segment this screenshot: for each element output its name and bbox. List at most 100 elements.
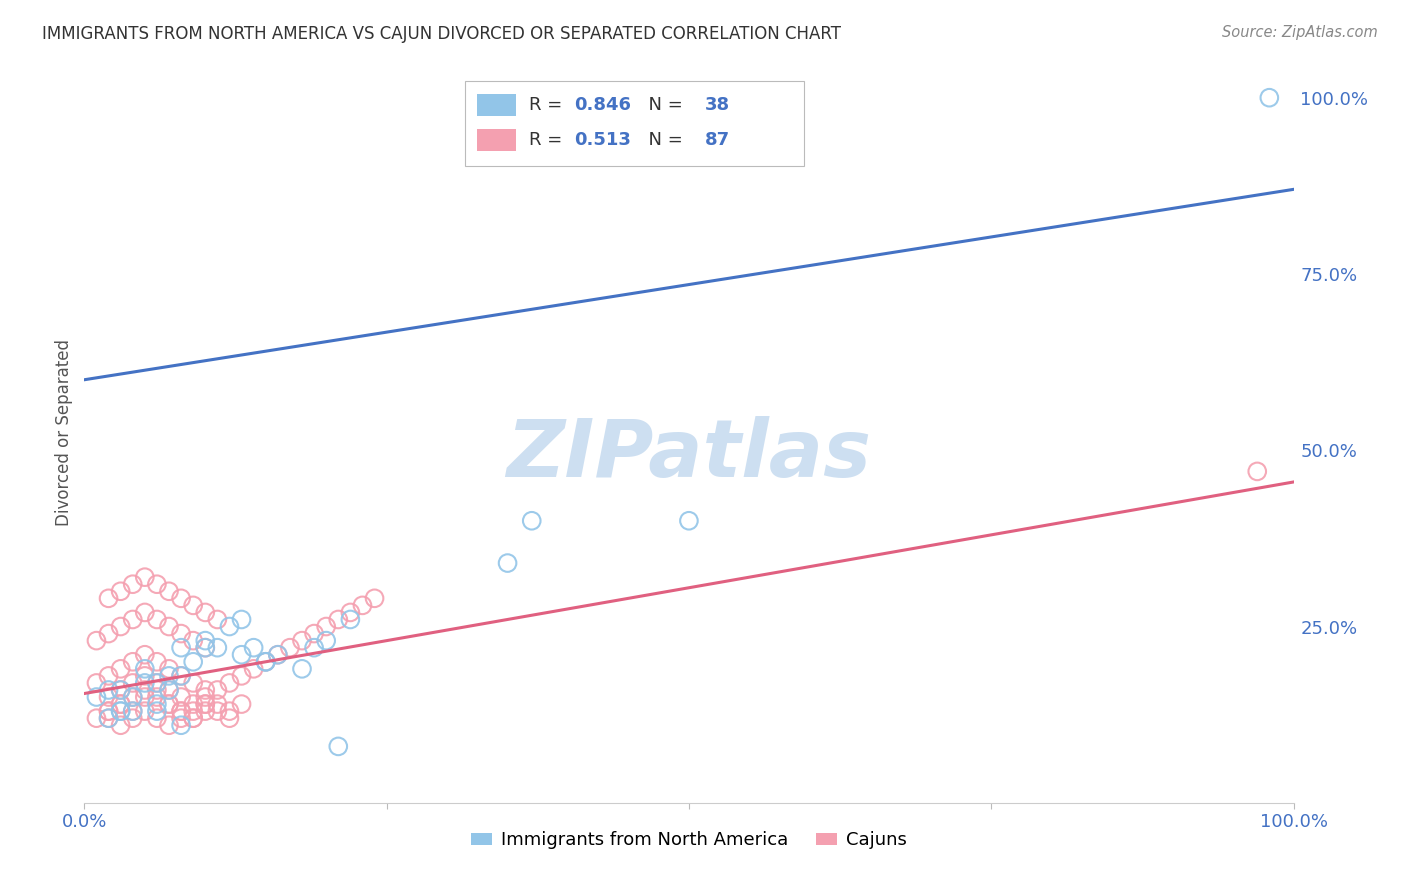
Point — [181, 711, 204, 725]
Point — [146, 676, 169, 690]
Point — [110, 584, 132, 599]
Text: N =: N = — [637, 131, 689, 149]
Point — [86, 690, 108, 704]
Point — [146, 711, 169, 725]
Point — [110, 697, 132, 711]
Point — [254, 655, 277, 669]
Point — [231, 648, 253, 662]
Text: 38: 38 — [704, 96, 730, 114]
Point — [218, 711, 240, 725]
Point — [207, 683, 229, 698]
Point — [170, 591, 193, 606]
Point — [134, 606, 156, 620]
Point — [86, 711, 108, 725]
Point — [110, 683, 132, 698]
Point — [328, 612, 350, 626]
Point — [302, 640, 325, 655]
Point — [1246, 464, 1268, 478]
Legend: Immigrants from North America, Cajuns: Immigrants from North America, Cajuns — [464, 824, 914, 856]
Point — [97, 704, 120, 718]
Point — [157, 718, 180, 732]
Point — [207, 612, 229, 626]
Point — [242, 640, 264, 655]
Point — [315, 619, 337, 633]
Point — [134, 648, 156, 662]
Point — [121, 690, 143, 704]
Point — [170, 718, 193, 732]
Point — [121, 676, 143, 690]
Text: Source: ZipAtlas.com: Source: ZipAtlas.com — [1222, 25, 1378, 40]
Point — [146, 676, 169, 690]
Point — [207, 640, 229, 655]
Point — [520, 514, 543, 528]
FancyBboxPatch shape — [465, 81, 804, 166]
Point — [496, 556, 519, 570]
Point — [170, 704, 193, 718]
Point — [181, 676, 204, 690]
Point — [339, 612, 361, 626]
Point — [134, 690, 156, 704]
Text: IMMIGRANTS FROM NORTH AMERICA VS CAJUN DIVORCED OR SEPARATED CORRELATION CHART: IMMIGRANTS FROM NORTH AMERICA VS CAJUN D… — [42, 25, 841, 43]
Point — [231, 612, 253, 626]
Point — [110, 704, 132, 718]
Point — [278, 640, 301, 655]
Point — [110, 619, 132, 633]
Point — [146, 683, 169, 698]
Point — [194, 697, 217, 711]
Point — [121, 577, 143, 591]
Point — [181, 697, 204, 711]
Point — [231, 697, 253, 711]
Point — [146, 704, 169, 718]
Point — [157, 683, 180, 698]
Point — [134, 676, 156, 690]
Point — [194, 704, 217, 718]
Point — [170, 690, 193, 704]
Point — [170, 669, 193, 683]
Point — [170, 669, 193, 683]
Point — [134, 704, 156, 718]
Point — [110, 662, 132, 676]
Point — [194, 606, 217, 620]
Point — [121, 704, 143, 718]
Point — [97, 690, 120, 704]
Point — [134, 662, 156, 676]
Point — [157, 697, 180, 711]
Point — [157, 669, 180, 683]
Point — [121, 655, 143, 669]
Point — [291, 633, 314, 648]
Point — [134, 570, 156, 584]
Point — [97, 704, 120, 718]
Point — [339, 606, 361, 620]
Point — [207, 704, 229, 718]
Point — [110, 718, 132, 732]
Point — [194, 640, 217, 655]
Point — [315, 633, 337, 648]
Point — [146, 655, 169, 669]
Point — [218, 676, 240, 690]
Text: R =: R = — [529, 96, 568, 114]
Point — [146, 690, 169, 704]
Text: R =: R = — [529, 131, 568, 149]
Point — [678, 514, 700, 528]
Point — [121, 711, 143, 725]
Point — [181, 711, 204, 725]
Point — [181, 704, 204, 718]
Y-axis label: Divorced or Separated: Divorced or Separated — [55, 339, 73, 526]
Point — [97, 711, 120, 725]
Point — [170, 640, 193, 655]
Point — [97, 591, 120, 606]
Point — [207, 697, 229, 711]
Point — [1258, 91, 1281, 105]
Point — [97, 711, 120, 725]
Point — [146, 577, 169, 591]
FancyBboxPatch shape — [478, 129, 516, 152]
Point — [121, 704, 143, 718]
Point — [291, 662, 314, 676]
Text: ZIPatlas: ZIPatlas — [506, 416, 872, 494]
Point — [121, 690, 143, 704]
Point — [97, 683, 120, 698]
Point — [97, 626, 120, 640]
Point — [194, 683, 217, 698]
Point — [134, 683, 156, 698]
Point — [194, 633, 217, 648]
